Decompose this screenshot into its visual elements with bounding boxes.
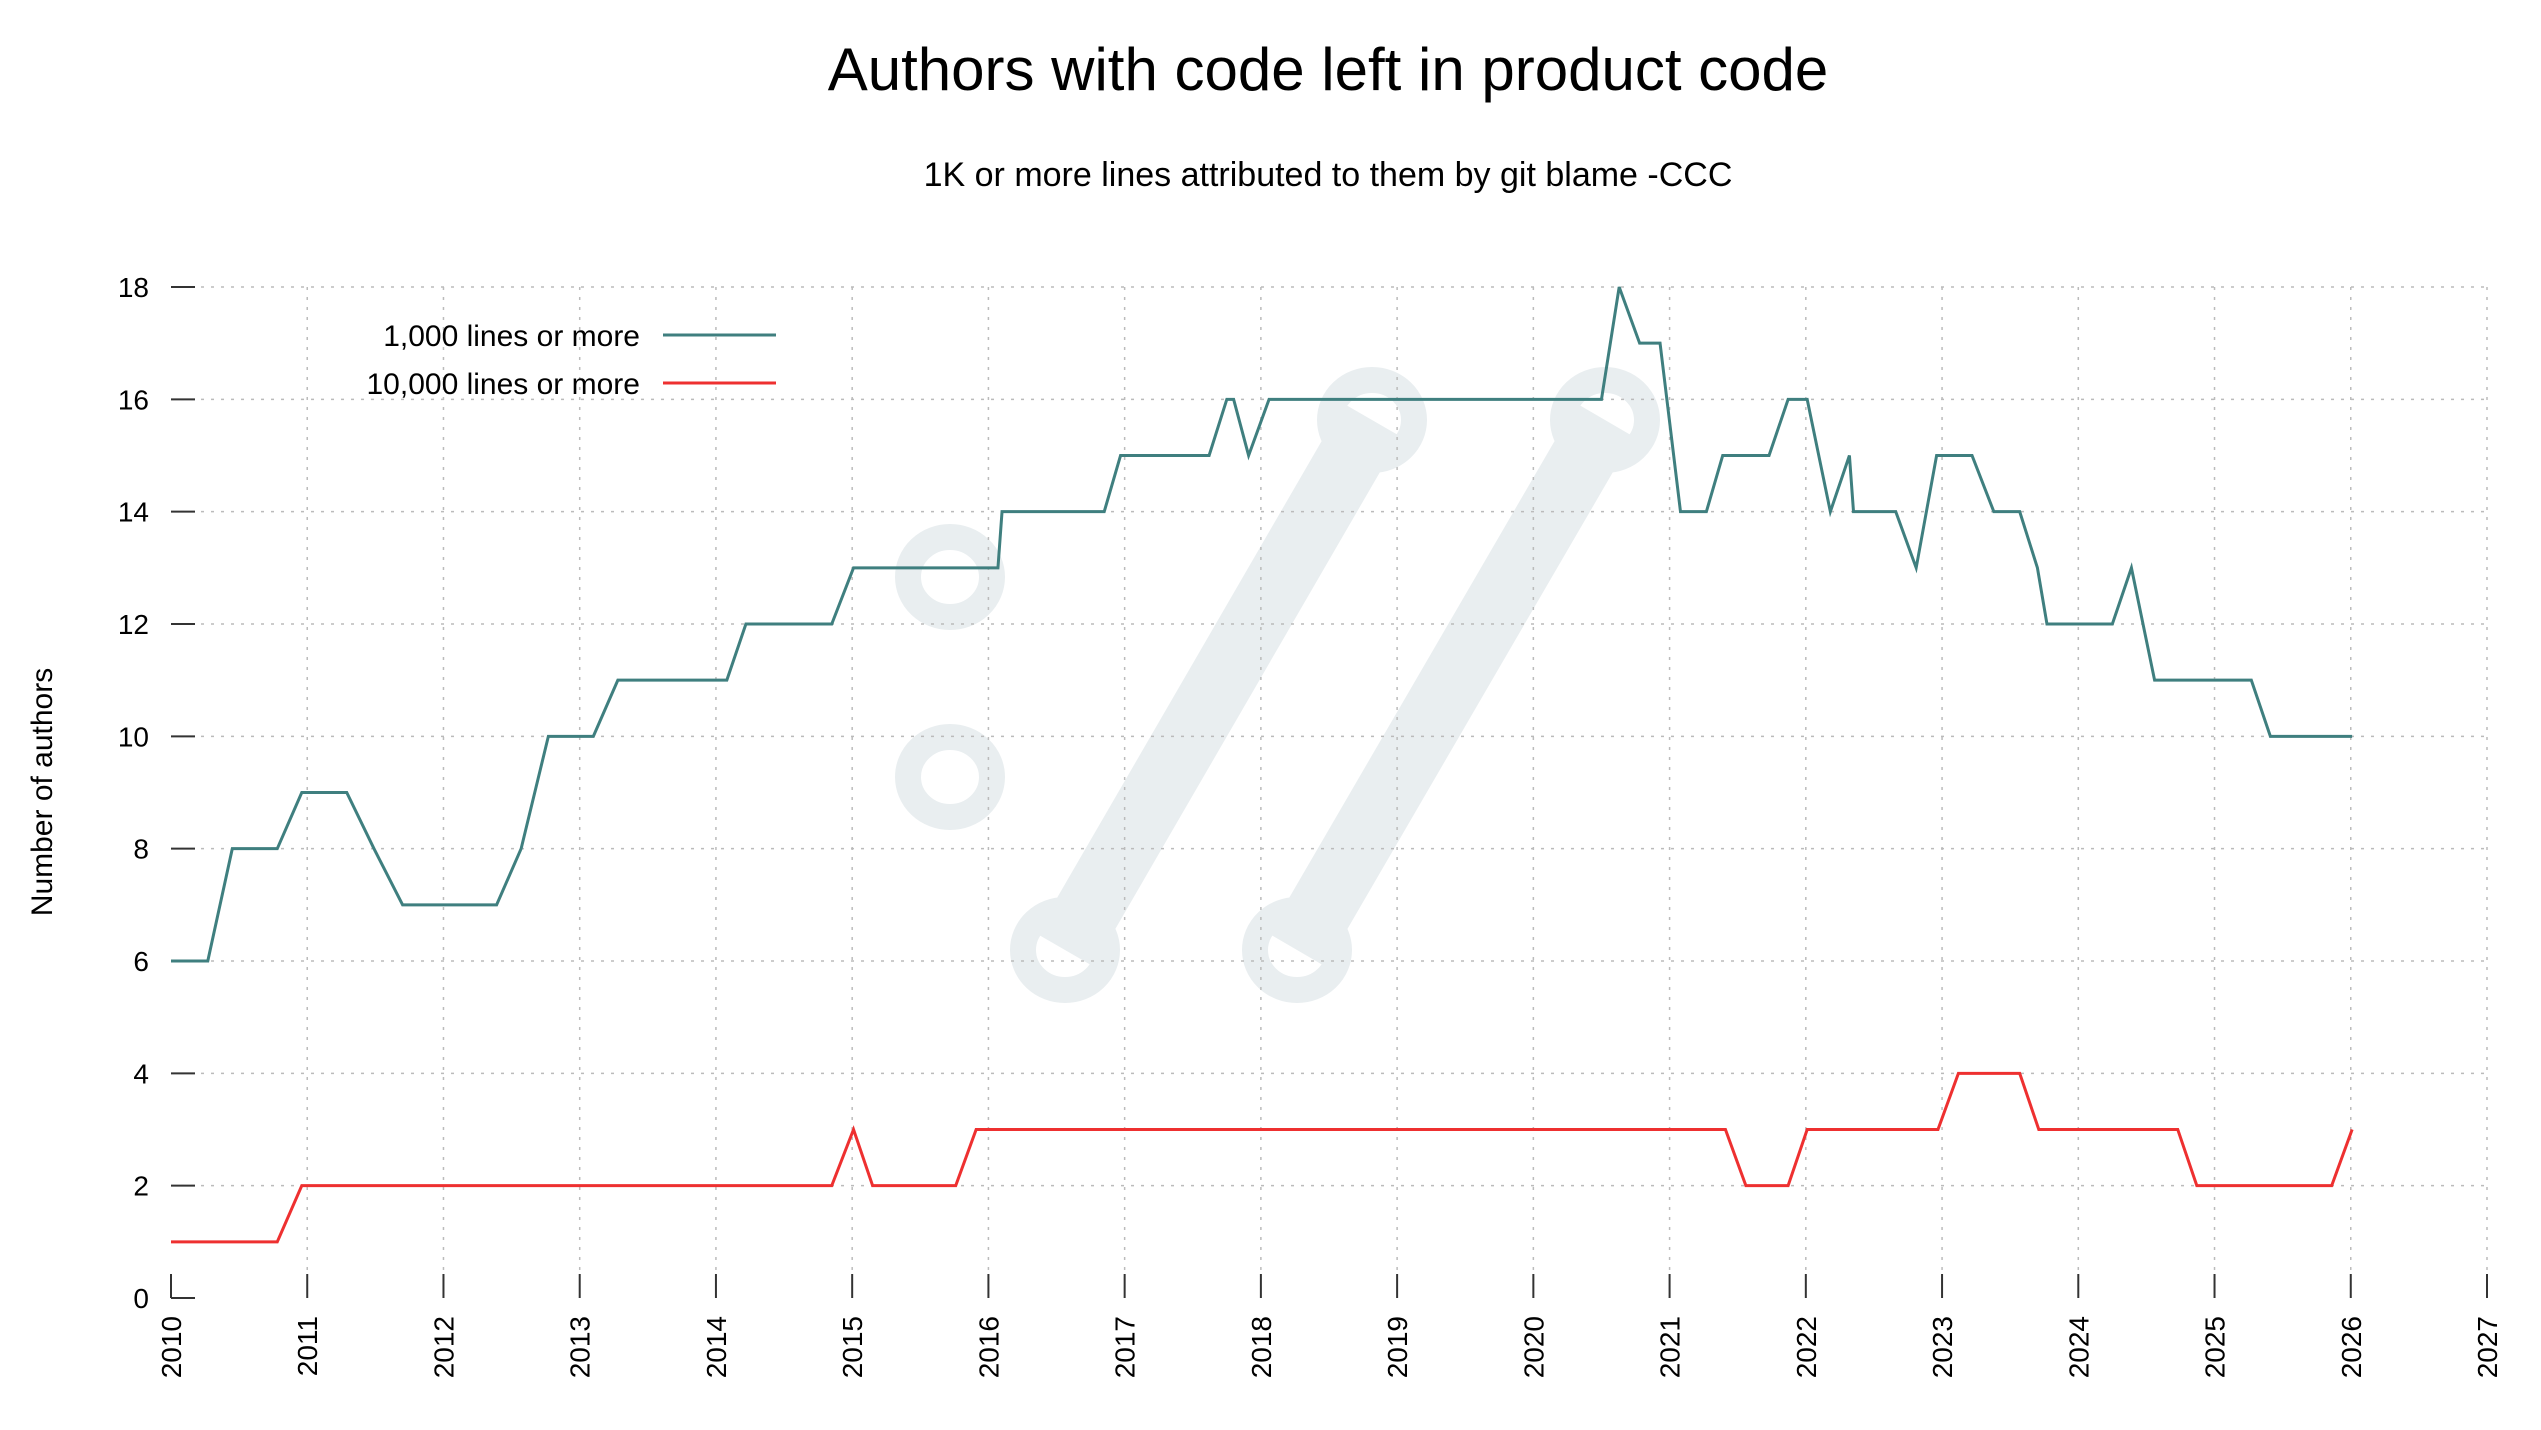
y-tick-label: 4 bbox=[133, 1058, 149, 1089]
x-tick-label: 2011 bbox=[292, 1316, 323, 1376]
x-tick-label: 2023 bbox=[1927, 1316, 1958, 1378]
y-tick-label: 18 bbox=[118, 272, 149, 303]
watermark-bar bbox=[1268, 403, 1634, 967]
y-tick-label: 8 bbox=[133, 834, 149, 865]
x-tick-label: 2010 bbox=[156, 1316, 187, 1378]
watermark-ring bbox=[895, 724, 1005, 830]
x-tick-label: 2013 bbox=[565, 1316, 596, 1378]
legend-label-2: 10,000 lines or more bbox=[367, 368, 641, 401]
x-tick-label: 2014 bbox=[701, 1316, 732, 1378]
y-tick-label: 12 bbox=[118, 609, 149, 640]
y-tick-label: 16 bbox=[118, 384, 149, 415]
y-tick-label: 10 bbox=[118, 721, 149, 752]
series-line-1 bbox=[171, 286, 2353, 963]
y-tick-label: 0 bbox=[133, 1283, 149, 1314]
x-tick-label: 2020 bbox=[1518, 1316, 1549, 1378]
watermark-bar bbox=[1036, 403, 1401, 967]
watermark-ring bbox=[1242, 897, 1352, 1003]
x-tick-label: 2021 bbox=[1655, 1316, 1686, 1378]
x-tick-label: 2015 bbox=[837, 1316, 868, 1378]
watermark-ring bbox=[895, 524, 1005, 630]
chart-subtitle: 1K or more lines attributed to them by g… bbox=[924, 156, 1733, 194]
x-tick-label: 2024 bbox=[2063, 1316, 2094, 1378]
series-lines bbox=[171, 286, 2354, 1244]
chart-title: Authors with code left in product code bbox=[828, 36, 1829, 103]
x-tick-label: 2026 bbox=[2336, 1316, 2367, 1378]
watermark-logo bbox=[895, 367, 1660, 1003]
x-tick-label: 2022 bbox=[1791, 1316, 1822, 1378]
y-tick-label: 14 bbox=[118, 497, 149, 528]
x-tick-label: 2018 bbox=[1246, 1316, 1277, 1378]
legend-label-1: 1,000 lines or more bbox=[383, 320, 640, 353]
x-tick-label: 2025 bbox=[2200, 1316, 2231, 1378]
axes: 0 2 4 6 8 10 12 14 16 18 2010 2011 2012 2013 2014 2015 2… bbox=[118, 272, 2503, 1378]
series-line-2 bbox=[171, 1071, 2354, 1244]
watermark-ring bbox=[1010, 897, 1120, 1003]
legend: 1,000 lines or more 10,000 lines or more bbox=[367, 320, 776, 401]
y-tick-label: 2 bbox=[133, 1171, 149, 1202]
x-tick-label: 2017 bbox=[1110, 1316, 1141, 1378]
x-tick-label: 2027 bbox=[2472, 1316, 2503, 1378]
x-tick-label: 2016 bbox=[973, 1316, 1004, 1378]
x-tick-label: 2012 bbox=[428, 1316, 459, 1378]
y-axis-label: Number of authors bbox=[26, 668, 59, 916]
y-tick-label: 6 bbox=[133, 946, 149, 977]
watermark-ring bbox=[1317, 367, 1427, 473]
x-tick-label: 2019 bbox=[1382, 1316, 1413, 1378]
